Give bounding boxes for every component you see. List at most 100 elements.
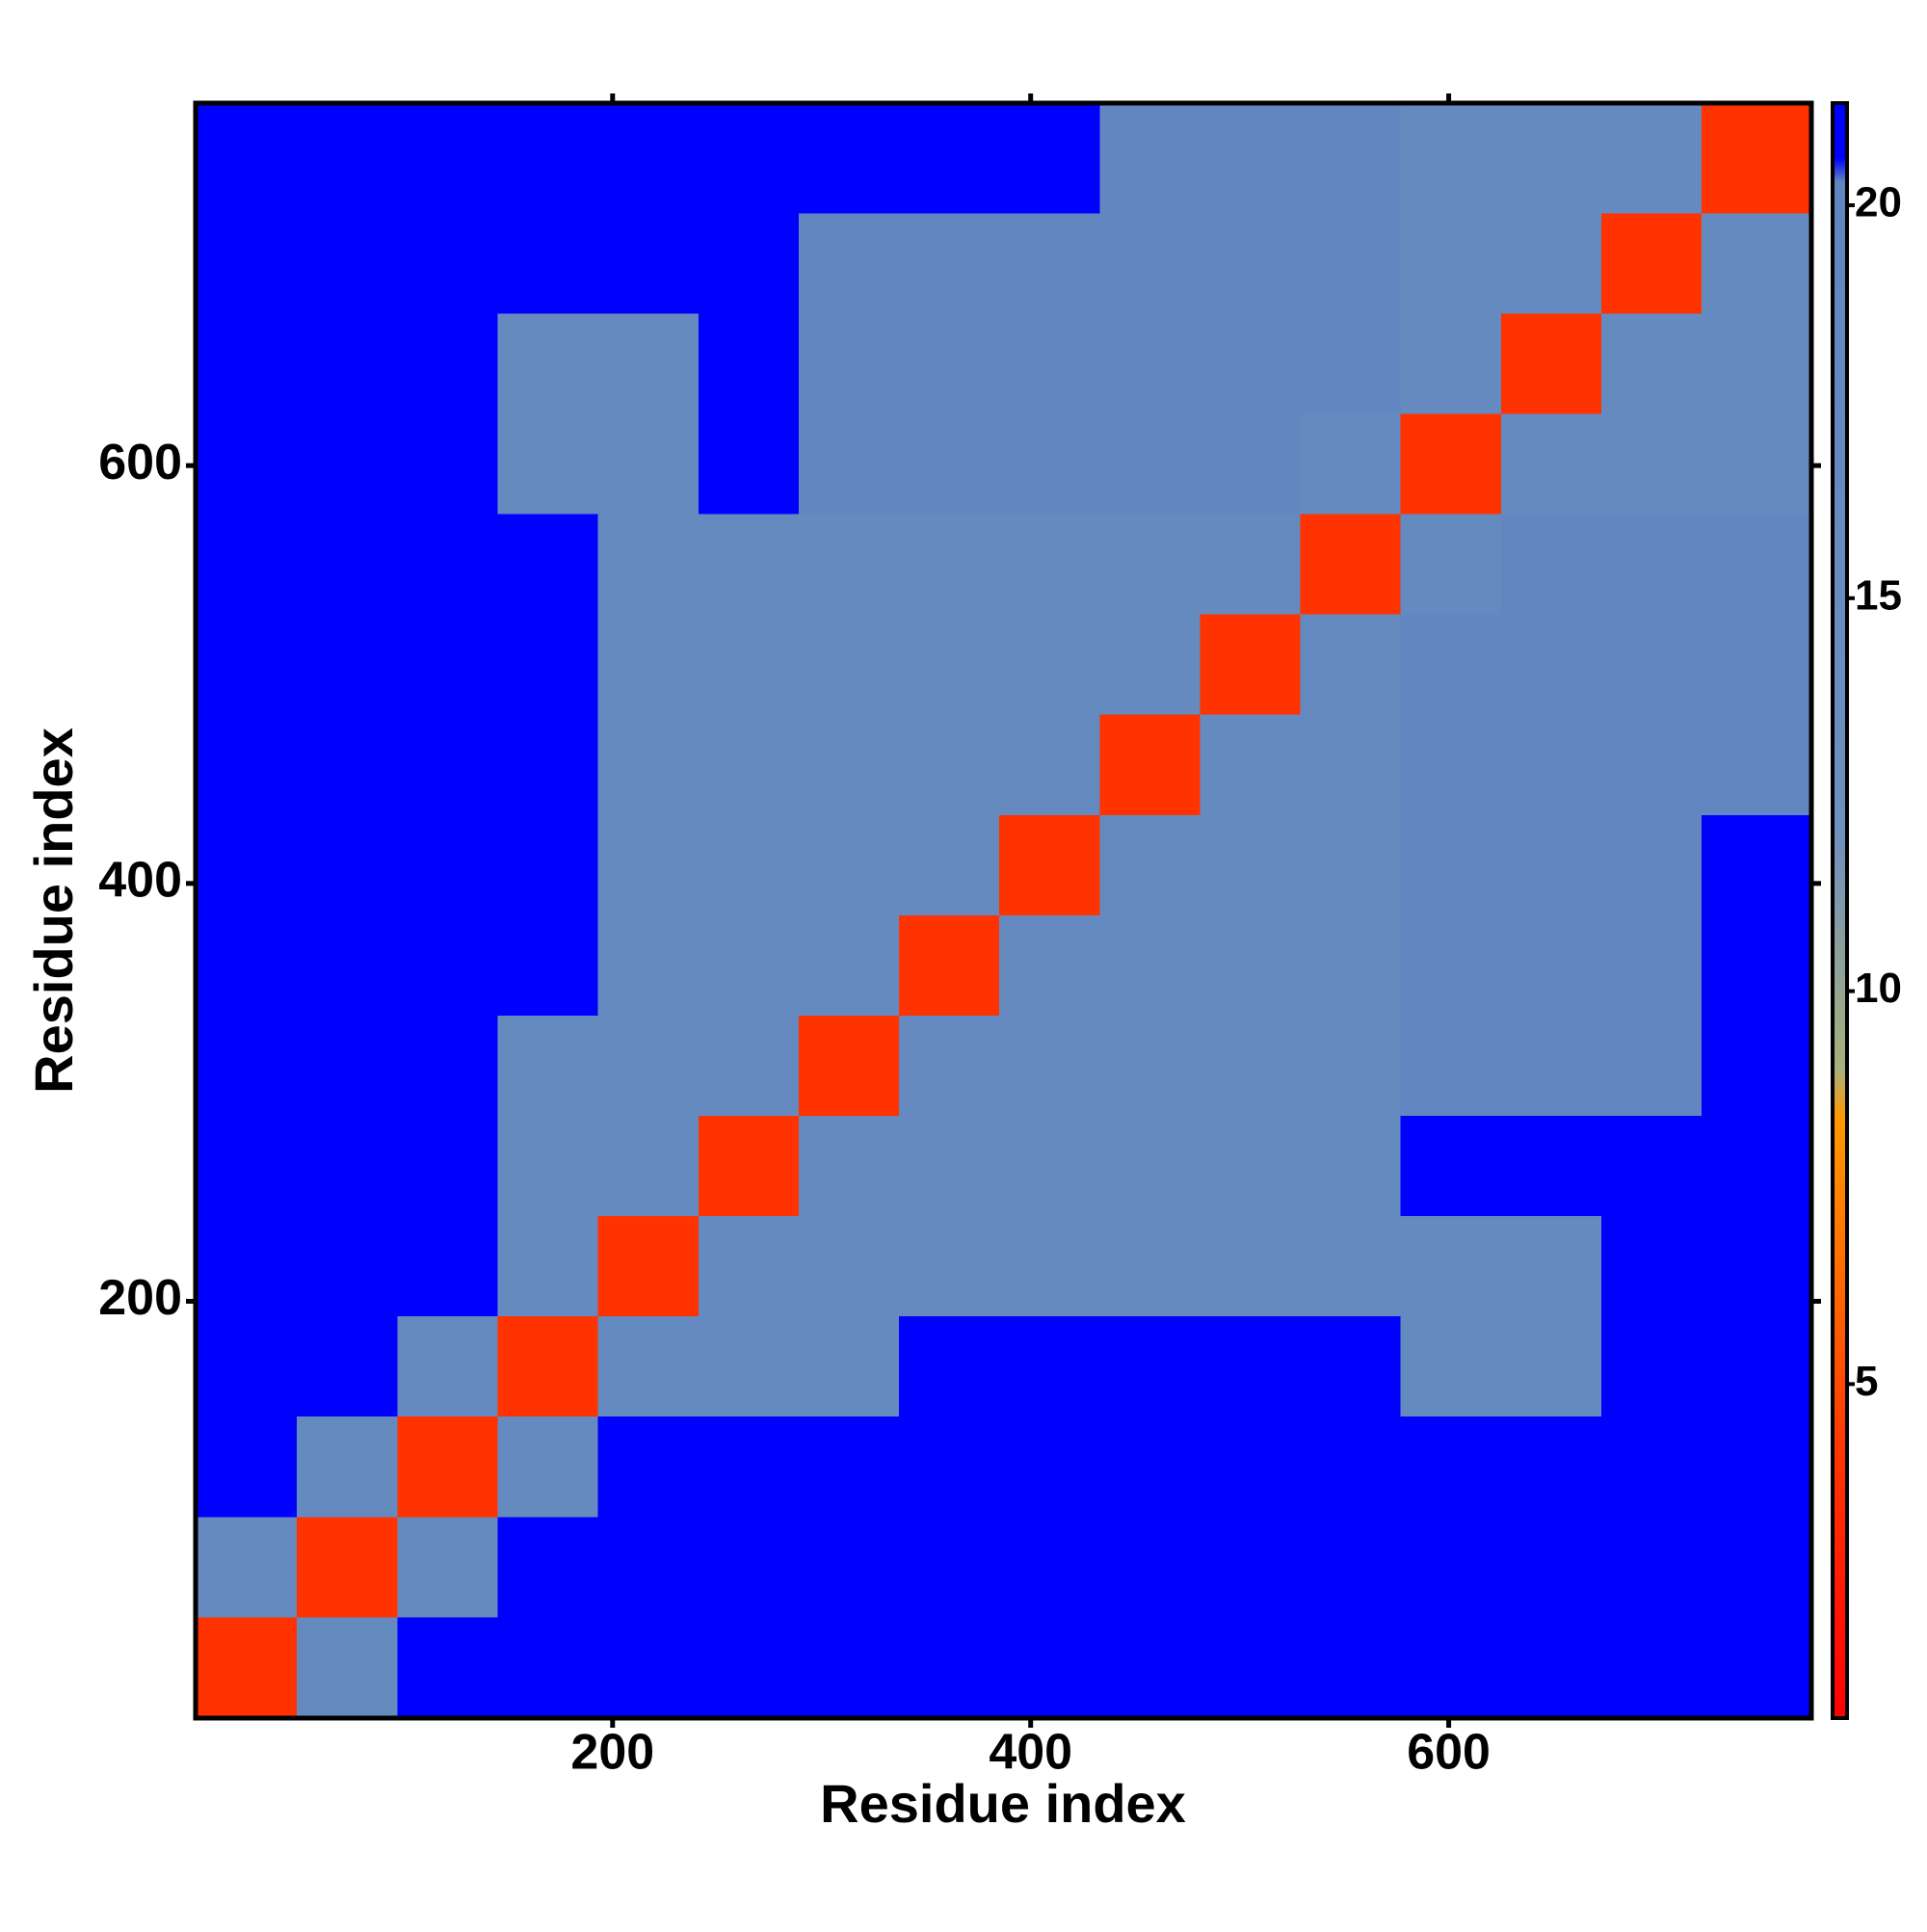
- heatmap-cell: [798, 412, 900, 515]
- heatmap-cell: [999, 514, 1100, 615]
- heatmap-cell: [698, 1516, 800, 1618]
- heatmap-cell: [1702, 1516, 1812, 1618]
- plot-frame: [193, 100, 1814, 1721]
- heatmap-cell: [698, 1215, 800, 1317]
- heatmap-cell: [1200, 1315, 1302, 1417]
- heatmap-cell: [899, 1115, 1000, 1217]
- heatmap-cell: [397, 212, 498, 314]
- heatmap-cell: [798, 1416, 900, 1518]
- heatmap-cell: [1099, 1416, 1201, 1518]
- heatmap-cell: [1600, 514, 1703, 615]
- heatmap-cell: [999, 1616, 1100, 1719]
- heatmap-cell: [798, 1516, 900, 1618]
- heatmap-cell: [798, 614, 900, 715]
- heatmap-cell: [297, 1115, 398, 1217]
- heatmap-cell: [1600, 1315, 1703, 1417]
- heatmap-cell: [1099, 103, 1201, 214]
- heatmap-cell: [1702, 103, 1812, 214]
- heatmap-cell: [798, 1215, 900, 1317]
- heatmap-cell: [1400, 814, 1502, 915]
- heatmap-cell: [196, 514, 298, 615]
- heatmap-cell: [597, 1115, 700, 1217]
- heatmap-cell: [1400, 312, 1502, 414]
- heatmap-cell: [899, 1516, 1000, 1618]
- heatmap-cell: [397, 1616, 498, 1719]
- heatmap-cell: [698, 1115, 800, 1217]
- heatmap-cell: [798, 914, 900, 1016]
- heatmap-cell: [999, 914, 1100, 1016]
- colorbar: [1831, 101, 1849, 1720]
- x-axis-title: Residue index: [820, 1773, 1186, 1834]
- heatmap-cell: [297, 1516, 398, 1618]
- heatmap-cell: [497, 1416, 599, 1518]
- heatmap-cell: [999, 814, 1100, 915]
- heatmap-cell: [397, 1215, 498, 1317]
- heatmap-cell: [1702, 714, 1812, 815]
- heatmap-cell: [1400, 714, 1502, 815]
- heatmap-cell: [798, 814, 900, 915]
- heatmap-cell: [1099, 212, 1201, 314]
- heatmap-cell: [1500, 1015, 1602, 1116]
- heatmap-cell: [297, 514, 398, 615]
- heatmap-cell: [1600, 814, 1703, 915]
- heatmap-cell: [1702, 614, 1812, 715]
- heatmap-cell: [497, 814, 599, 915]
- heatmap-cell: [1300, 212, 1402, 314]
- heatmap-cell: [1600, 1015, 1703, 1116]
- heatmap-cell: [397, 1315, 498, 1417]
- heatmap-cell: [1500, 914, 1602, 1016]
- heatmap-cell: [597, 1215, 700, 1317]
- heatmap-cell: [1200, 1115, 1302, 1217]
- heatmap-cell: [497, 1215, 599, 1317]
- heatmap-cell: [999, 714, 1100, 815]
- heatmap-cell: [899, 714, 1000, 815]
- heatmap-cell: [1300, 103, 1402, 214]
- heatmap-cell: [999, 412, 1100, 515]
- heatmap-cell: [1200, 614, 1302, 715]
- heatmap-cell: [698, 412, 800, 515]
- heatmap-cell: [397, 1115, 498, 1217]
- heatmap-cell: [999, 1315, 1100, 1417]
- heatmap-cell: [698, 1416, 800, 1518]
- heatmap-cell: [899, 1215, 1000, 1317]
- heatmap-cell: [1702, 1215, 1812, 1317]
- heatmap-cell: [597, 103, 700, 214]
- heatmap-cell: [196, 714, 298, 815]
- heatmap-cell: [1702, 1616, 1812, 1719]
- heatmap-cell: [999, 1516, 1100, 1618]
- heatmap-cell: [798, 1015, 900, 1116]
- heatmap-cell: [597, 1015, 700, 1116]
- heatmap-cell: [397, 1516, 498, 1618]
- heatmap-cell: [899, 814, 1000, 915]
- heatmap-cell: [1300, 1616, 1402, 1719]
- heatmap-cell: [297, 1015, 398, 1116]
- heatmap-cell: [497, 714, 599, 815]
- heatmap-cell: [1500, 1516, 1602, 1618]
- heatmap-cell: [1702, 312, 1812, 414]
- heatmap-cell: [497, 514, 599, 615]
- heatmap-cell: [1400, 914, 1502, 1016]
- heatmap-cell: [397, 1015, 498, 1116]
- heatmap-cell: [1200, 1416, 1302, 1518]
- heatmap-cell: [196, 212, 298, 314]
- heatmap-cell: [297, 312, 398, 414]
- heatmap-cell: [1300, 1516, 1402, 1618]
- heatmap-cell: [397, 514, 498, 615]
- heatmap-cell: [196, 412, 298, 515]
- heatmap-cell: [1200, 514, 1302, 615]
- heatmap-cell: [397, 914, 498, 1016]
- heatmap-cell: [1400, 1215, 1502, 1317]
- heatmap-cell: [1702, 814, 1812, 915]
- y-axis-title: Residue index: [23, 728, 84, 1094]
- heatmap-cell: [1200, 1616, 1302, 1719]
- heatmap-cell: [1500, 1215, 1602, 1317]
- heatmap-cell: [1300, 814, 1402, 915]
- heatmap-cell: [297, 412, 398, 515]
- heatmap-cell: [1099, 714, 1201, 815]
- heatmap-cell: [196, 914, 298, 1016]
- heatmap-cell: [297, 1616, 398, 1719]
- heatmap-cell: [597, 614, 700, 715]
- heatmap-cell: [798, 1115, 900, 1217]
- heatmap-cell: [297, 1416, 398, 1518]
- heatmap-cell: [497, 103, 599, 214]
